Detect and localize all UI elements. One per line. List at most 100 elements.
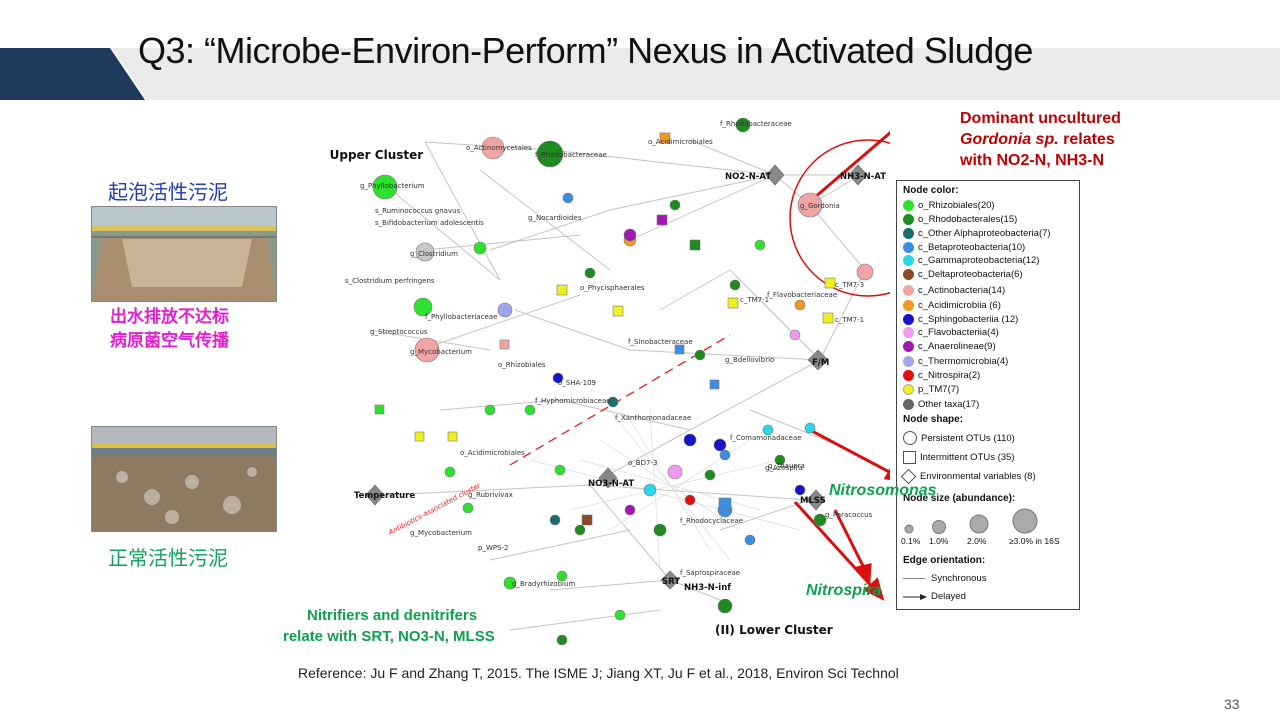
- node-label: f_Hyphomicrobiaceae: [535, 397, 611, 405]
- foaming-sludge-label: 起泡活性污泥: [108, 182, 228, 204]
- gordonia-note: Dominant uncultured Gordonia sp. relates…: [960, 108, 1121, 171]
- legend-color-swatch: [903, 269, 914, 280]
- legend-shape-label: Intermittent OTUs (35): [920, 452, 1015, 463]
- node-label: g_Phyllobacterium: [360, 182, 425, 190]
- legend-color-swatch: [903, 314, 914, 325]
- node-label: g_Clostridium: [410, 250, 458, 258]
- legend-shape-title: Node shape:: [903, 414, 964, 425]
- legend-item-label: c_Other Alphaproteobacteria(7): [918, 228, 1051, 239]
- env-label-temperature: Temperature: [354, 491, 415, 501]
- gordonia-line-2: Gordonia sp. relates: [960, 129, 1121, 150]
- node-label: g_Bradyrhizobium: [512, 580, 575, 588]
- legend-item: c_Sphingobacteriia (12): [903, 314, 1018, 325]
- node-label: g_Thauera: [768, 462, 805, 470]
- legend-shape-label: Environmental variables (8): [920, 471, 1036, 482]
- node-label: f_Flavobacteriaceae: [767, 291, 837, 299]
- foaming-sludge-photo: [91, 206, 277, 302]
- arrow-icon: [903, 593, 927, 600]
- gordonia-relates: relates: [1058, 131, 1115, 148]
- legend-color-swatch: [903, 384, 914, 395]
- legend-color-swatch: [903, 214, 914, 225]
- node-label: g_Streptococcus: [370, 328, 428, 336]
- legend-item: c_Thermomicrobia(4): [903, 356, 1008, 367]
- legend-shape-item: Persistent OTUs (110): [903, 431, 1015, 445]
- legend-color-swatch: [903, 228, 914, 239]
- size-label: ≥3.0% in 16S: [1009, 536, 1060, 546]
- node-label: f_Rhodocyclaceae: [680, 517, 743, 525]
- nitrosomonas-label: Nitrosomonas: [829, 482, 937, 499]
- node-label: o_Acidimicrobiales: [648, 138, 713, 146]
- legend-item-label: c_Actinobacteria(14): [918, 285, 1006, 296]
- size-label: 0.1%: [901, 536, 921, 546]
- lower-cluster-label: (II) Lower Cluster: [715, 623, 833, 637]
- legend-item-label: o_Rhizobiales(20): [918, 200, 995, 211]
- env-label-no2: NO2-N-AT: [725, 172, 771, 182]
- gordonia-species: Gordonia sp.: [960, 131, 1059, 148]
- legend-item-label: c_Anaerolineae(9): [918, 341, 996, 352]
- legend-item: c_Anaerolineae(9): [903, 341, 996, 352]
- legend-color-swatch: [903, 370, 914, 381]
- node-label: g_Mycobacterium: [410, 529, 472, 537]
- legend-item-label: c_Sphingobacteriia (12): [918, 314, 1019, 325]
- normal-sludge-label: 正常活性污泥: [108, 548, 228, 570]
- legend-item: c_Gammaproteobacteria(12): [903, 255, 1039, 266]
- node-label: g_Nocardioides: [528, 214, 582, 222]
- circle-shape-icon: [903, 431, 917, 445]
- node-label: g_Paracoccus: [825, 511, 873, 519]
- node-label: g_Gordonia: [800, 202, 840, 210]
- legend-color-swatch: [903, 399, 914, 410]
- page-number: 33: [1224, 696, 1240, 712]
- env-label-mlss: MLSS: [800, 496, 826, 506]
- env-label-nh3-inf: NH3-N-inf: [684, 583, 731, 593]
- node-label: c_TM7-3: [835, 281, 864, 289]
- env-label-fm: F/M: [812, 358, 829, 368]
- env-label-srt: SRT: [662, 577, 680, 587]
- legend-item-label: c_Gammaproteobacteria(12): [918, 255, 1040, 266]
- legend-item: o_Rhodobacterales(15): [903, 214, 1017, 225]
- legend-item-label: Other taxa(17): [918, 399, 980, 410]
- node-label: o_Rhizobiales: [498, 361, 546, 369]
- upper-cluster-label: (I) Upper Cluster: [330, 148, 423, 162]
- legend-color-title: Node color:: [903, 185, 959, 196]
- legend-item: Other taxa(17): [903, 399, 979, 410]
- node-label: o_Phycisphaerales: [580, 284, 645, 292]
- node-label: p_WPS-2: [478, 544, 509, 552]
- legend-item: c_Acidimicrobiia (6): [903, 300, 1001, 311]
- size-label: 2.0%: [967, 536, 987, 546]
- gordonia-line-3: with NO2-N, NH3-N: [960, 152, 1104, 169]
- node-label: g_Azospira: [765, 464, 803, 472]
- legend-color-swatch: [903, 341, 914, 352]
- legend-item: c_Betaproteobacteria(10): [903, 242, 1025, 253]
- nitrospira-label: Nitrospira: [806, 582, 882, 599]
- legend-color-swatch: [903, 200, 914, 211]
- node-label: f_Phyllobacteriaceae: [425, 313, 497, 321]
- node-label: f_Saprospiraceae: [680, 569, 740, 577]
- problem-line-1: 出水排放不达标: [110, 307, 229, 326]
- node-label: g_Mycobacterium: [410, 348, 472, 356]
- normal-sludge-photo: [91, 426, 277, 532]
- legend-item: o_Rhizobiales(20): [903, 200, 995, 211]
- size-scale-icon: [904, 508, 1038, 534]
- legend-edge-label: Delayed: [931, 591, 966, 602]
- legend-color-swatch: [903, 300, 914, 311]
- node-label: f_Sinobacteraceae: [628, 338, 693, 346]
- node-label: f_Rhodobacteraceae: [720, 120, 792, 128]
- legend-item-label: c_Deltaproteobacteria(6): [918, 269, 1023, 280]
- square-shape-icon: [903, 451, 916, 464]
- legend-item-label: c_Flavobacteriia(4): [918, 327, 999, 338]
- node-label: s_Bifidobacterium adolescentis: [375, 219, 484, 227]
- legend-shape-item: Intermittent OTUs (35): [903, 451, 1015, 464]
- node-label: f_Comamonadaceae: [730, 434, 802, 442]
- node-label: f_Xanthomonadaceae: [615, 414, 691, 422]
- node-label: o_BD7-3: [628, 459, 657, 467]
- nitrifiers-line-2: relate with SRT, NO3-N, MLSS: [283, 628, 495, 645]
- header-band: [0, 48, 1280, 100]
- slide-title: Q3: “Microbe-Environ-Perform” Nexus in A…: [138, 30, 1033, 71]
- co-occurrence-network: o_Actinomycetales f_Rhodobacteraceae o_A…: [330, 117, 890, 646]
- node-label: g_Rubrivivax: [468, 491, 513, 499]
- size-label: 1.0%: [929, 536, 949, 546]
- legend-item-label: p_TM7(7): [918, 384, 960, 395]
- node-label: g_Bdellovibrio: [725, 356, 774, 364]
- line-icon: [903, 578, 925, 579]
- nitrifiers-line-1: Nitrifiers and denitrifers: [307, 607, 478, 624]
